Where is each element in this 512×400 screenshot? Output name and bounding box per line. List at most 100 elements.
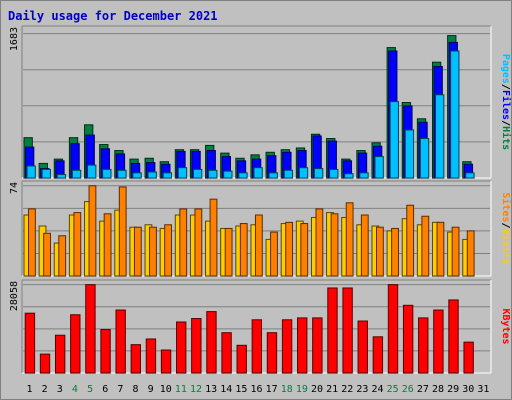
bar-kbytes-day-16 bbox=[251, 319, 263, 374]
side-label-part: / bbox=[500, 222, 511, 228]
bar-kbytes-day-21 bbox=[327, 287, 338, 374]
x-tick-label: 20 bbox=[311, 384, 323, 395]
bar-pages-day-8 bbox=[132, 172, 142, 179]
bar-pages-day-17 bbox=[268, 172, 278, 179]
bar-kbytes-day-18 bbox=[281, 319, 293, 374]
bar-sites-day-13 bbox=[209, 198, 218, 277]
bar-kbytes-day-26 bbox=[402, 304, 414, 374]
bar-sites-day-6 bbox=[103, 213, 112, 277]
bar-kbytes-day-20 bbox=[312, 317, 323, 374]
x-tick-label: 19 bbox=[296, 384, 308, 395]
bar-kbytes-day-13 bbox=[206, 311, 217, 374]
bar-sites-day-14 bbox=[224, 227, 233, 277]
side-label-kbytes: KBytes bbox=[500, 308, 511, 344]
bar-kbytes-day-29 bbox=[448, 299, 459, 374]
bar-sites-day-30 bbox=[466, 230, 475, 277]
x-tick-label: 14 bbox=[220, 384, 232, 395]
bar-sites-day-12 bbox=[194, 208, 203, 277]
bar-pages-day-29 bbox=[450, 50, 460, 179]
y-max-label: 1683 bbox=[9, 27, 20, 51]
bar-pages-day-19 bbox=[298, 167, 309, 179]
x-tick-label: 6 bbox=[102, 384, 108, 395]
bar-kbytes-day-9 bbox=[145, 338, 157, 374]
x-tick-label: 17 bbox=[266, 384, 278, 395]
bar-sites-day-22 bbox=[345, 202, 354, 277]
x-tick-label: 31 bbox=[477, 384, 489, 395]
bar-pages-day-28 bbox=[435, 94, 445, 179]
bar-sites-day-16 bbox=[254, 214, 263, 277]
side-label-part: Visits bbox=[500, 229, 512, 265]
bar-pages-day-10 bbox=[162, 172, 173, 179]
bar-sites-day-19 bbox=[300, 223, 309, 277]
x-tick-label: 22 bbox=[341, 384, 353, 395]
panel-kbytes: 28058 KBytes bbox=[9, 279, 511, 374]
bar-kbytes-day-30 bbox=[463, 341, 474, 374]
bar-pages-day-22 bbox=[344, 173, 354, 179]
bar-kbytes-day-28 bbox=[433, 309, 444, 374]
side-label-part: KBytes bbox=[500, 308, 511, 344]
x-tick-label: 1 bbox=[27, 384, 33, 395]
x-tick-label: 29 bbox=[447, 384, 459, 395]
bar-pages-day-3 bbox=[56, 174, 67, 179]
bar-pages-day-18 bbox=[283, 169, 294, 179]
y-max-label: 74 bbox=[9, 182, 20, 194]
side-label-part: Pages bbox=[500, 54, 511, 84]
bar-sites-day-1 bbox=[28, 208, 36, 277]
x-tick-label: 8 bbox=[132, 384, 138, 395]
x-tick-label: 3 bbox=[57, 384, 63, 395]
bar-pages-day-13 bbox=[208, 169, 218, 179]
x-tick-label: 7 bbox=[117, 384, 123, 395]
side-label-part: Sites bbox=[500, 192, 512, 222]
bar-pages-day-25 bbox=[389, 101, 399, 179]
bar-sites-day-7 bbox=[118, 186, 127, 277]
bar-sites-day-8 bbox=[133, 226, 142, 277]
bar-pages-day-7 bbox=[117, 169, 127, 179]
x-tick-label: 28 bbox=[432, 384, 444, 395]
bar-kbytes-day-8 bbox=[130, 344, 141, 374]
bar-kbytes-day-11 bbox=[176, 321, 187, 374]
bar-sites-day-21 bbox=[330, 213, 339, 277]
bar-pages-day-23 bbox=[359, 172, 369, 179]
bar-pages-day-9 bbox=[147, 171, 157, 179]
bar-sites-day-3 bbox=[58, 235, 67, 277]
bar-pages-day-1 bbox=[26, 165, 36, 179]
x-tick-label: 10 bbox=[160, 384, 172, 395]
y-max-label: 28058 bbox=[9, 281, 20, 311]
bar-kbytes-day-15 bbox=[236, 344, 247, 374]
bar-sites-day-27 bbox=[421, 215, 430, 277]
bar-sites-day-4 bbox=[73, 212, 82, 277]
bar-sites-day-11 bbox=[179, 208, 188, 277]
bar-pages-day-27 bbox=[419, 138, 430, 179]
bar-sites-day-5 bbox=[88, 185, 97, 277]
bar-kbytes-day-2 bbox=[39, 353, 51, 374]
bar-kbytes-day-6 bbox=[100, 329, 111, 374]
bar-sites-day-17 bbox=[270, 231, 278, 277]
x-tick-label: 5 bbox=[87, 384, 93, 395]
bar-kbytes-day-3 bbox=[54, 334, 66, 374]
x-tick-label: 12 bbox=[190, 384, 202, 395]
bar-sites-day-18 bbox=[285, 221, 294, 277]
bar-kbytes-day-4 bbox=[70, 314, 81, 374]
bar-kbytes-day-17 bbox=[266, 332, 278, 374]
side-label-part: Files bbox=[500, 90, 512, 120]
bar-pages-day-24 bbox=[374, 156, 384, 179]
x-tick-label: 21 bbox=[326, 384, 338, 395]
bar-pages-day-26 bbox=[404, 129, 415, 179]
x-tick-label: 4 bbox=[72, 384, 78, 395]
bar-kbytes-day-23 bbox=[357, 320, 368, 374]
x-tick-labels: 1 2 3 4 5 6 7 8 9 10 11 12 13 14 15 16 17 18 19 20 21 22 23 24 2… bbox=[27, 384, 490, 395]
bar-sites-day-26 bbox=[406, 204, 415, 277]
bar-sites-day-24 bbox=[376, 226, 384, 277]
bar-kbytes-day-5 bbox=[85, 284, 96, 374]
bar-kbytes-day-27 bbox=[418, 317, 429, 374]
bar-sites-day-28 bbox=[436, 221, 445, 277]
bar-pages-day-5 bbox=[87, 164, 97, 179]
bar-pages-day-20 bbox=[313, 168, 324, 179]
bar-kbytes-day-22 bbox=[342, 287, 353, 374]
bar-sites-day-20 bbox=[315, 208, 324, 277]
chart-title: Daily usage for December 2021 bbox=[8, 9, 218, 23]
side-label-part: / bbox=[500, 120, 511, 126]
x-tick-label: 30 bbox=[462, 384, 474, 395]
